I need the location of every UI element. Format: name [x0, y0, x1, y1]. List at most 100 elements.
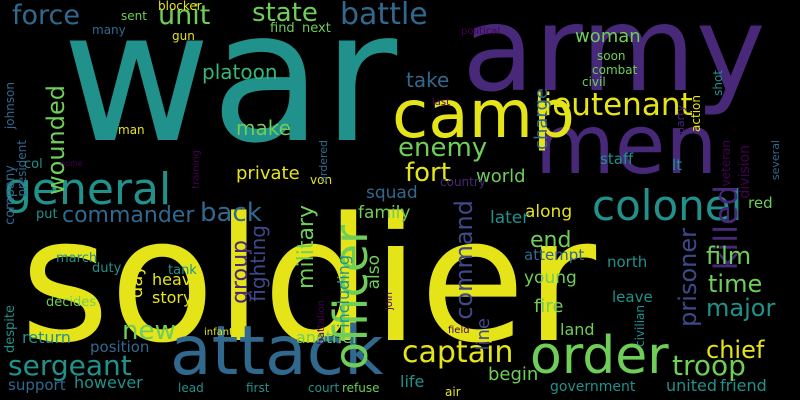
- word: von: [310, 173, 333, 187]
- word: several: [769, 140, 782, 181]
- word: north: [607, 253, 648, 271]
- word: gun: [172, 29, 195, 43]
- word: first: [246, 381, 270, 395]
- word: story: [152, 288, 193, 307]
- word: begin: [488, 364, 539, 385]
- word: next: [302, 21, 331, 36]
- word: political: [461, 26, 501, 37]
- word: lt: [672, 156, 683, 174]
- word: unit: [158, 0, 211, 31]
- word: despite: [3, 305, 18, 353]
- word: air: [445, 385, 461, 399]
- word: training: [191, 150, 202, 189]
- word: action: [689, 95, 703, 132]
- word: make: [236, 116, 291, 140]
- word: woman: [575, 26, 641, 47]
- word: tank: [168, 263, 197, 278]
- word: leave: [612, 288, 653, 306]
- word: sergeant: [8, 349, 132, 382]
- word: friend: [720, 376, 767, 395]
- word: decides: [46, 295, 97, 310]
- word: put: [36, 207, 58, 222]
- word: president: [15, 140, 29, 197]
- word: later: [490, 208, 530, 228]
- word: day: [126, 265, 147, 299]
- word: men: [535, 98, 718, 193]
- word: world: [476, 166, 526, 187]
- word: support: [8, 376, 66, 394]
- word: chief: [706, 336, 765, 364]
- word: life: [400, 372, 425, 391]
- word: fighting: [246, 225, 270, 302]
- word: end: [530, 228, 572, 253]
- word: squad: [366, 183, 418, 203]
- word: prisoner: [674, 228, 702, 327]
- word: charge: [531, 88, 552, 150]
- word: order: [530, 326, 669, 386]
- word: attempt: [524, 246, 585, 264]
- word: young: [524, 268, 577, 288]
- word: col: [24, 157, 43, 172]
- word: major: [706, 294, 776, 322]
- word: government: [550, 379, 636, 395]
- word: infantry: [204, 327, 244, 338]
- word: military: [294, 205, 319, 289]
- word: also: [364, 255, 384, 290]
- word: platoon: [202, 60, 278, 84]
- word: united: [666, 376, 717, 395]
- word: home: [60, 159, 83, 168]
- word: return: [22, 328, 71, 347]
- word: position: [90, 338, 150, 356]
- word: wounded: [42, 85, 70, 195]
- word: johnson: [3, 82, 17, 130]
- word: division: [737, 145, 753, 199]
- word: country: [440, 175, 486, 189]
- word: field: [448, 325, 470, 336]
- word: troop: [672, 349, 746, 382]
- word: red: [748, 194, 773, 212]
- word: civil: [582, 75, 606, 89]
- word: battalion: [316, 300, 327, 345]
- word: private: [236, 163, 300, 184]
- word: colonel: [592, 181, 743, 230]
- word: blocker: [158, 0, 202, 13]
- word: civilian: [633, 305, 647, 347]
- word: commander: [62, 203, 195, 228]
- word: fire: [534, 296, 564, 317]
- word: join: [384, 292, 395, 311]
- word: state: [252, 0, 318, 28]
- word: another: [296, 328, 359, 347]
- word: man: [118, 123, 145, 137]
- word: family: [358, 203, 411, 223]
- word: line: [473, 318, 494, 351]
- word: veteran: [719, 140, 733, 187]
- word: heavy: [152, 270, 201, 289]
- word: captain: [402, 335, 514, 370]
- word: battle: [340, 0, 428, 32]
- word: soon: [597, 49, 626, 63]
- word: many: [92, 23, 126, 37]
- word: back: [200, 198, 262, 228]
- word: refuse: [342, 381, 380, 395]
- word: lead: [178, 381, 204, 395]
- word: film: [706, 242, 752, 270]
- word: sent: [121, 9, 147, 23]
- word: lieutenant: [535, 87, 693, 123]
- word: find: [270, 21, 295, 36]
- word: camp: [392, 76, 575, 153]
- word: fort: [405, 158, 451, 188]
- word: party: [674, 105, 687, 135]
- word: last: [432, 97, 451, 108]
- word: staff: [600, 150, 634, 168]
- word: including: [334, 255, 353, 328]
- word: time: [708, 270, 763, 298]
- word: enemy: [398, 133, 488, 163]
- word: command: [450, 200, 478, 320]
- word: take: [406, 68, 450, 92]
- word: attack: [170, 312, 384, 391]
- word: army: [462, 0, 766, 118]
- word: soldier: [20, 180, 597, 381]
- word: duty: [92, 261, 122, 276]
- word: march: [56, 251, 98, 266]
